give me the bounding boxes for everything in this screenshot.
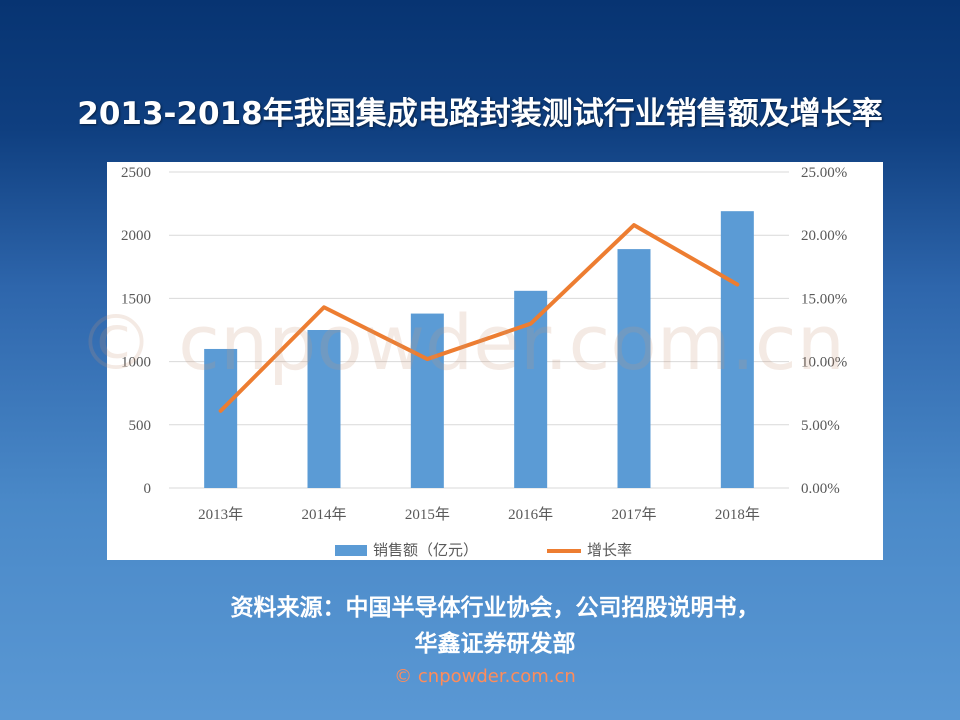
bar: [617, 249, 651, 488]
bar: [514, 290, 548, 488]
x-tick-label: 2016年: [508, 506, 553, 523]
source-note: 资料来源：中国半导体行业协会，公司招股说明书， 华鑫证券研发部: [0, 590, 960, 662]
left-tick-label: 0: [144, 481, 152, 497]
bar: [720, 211, 754, 488]
right-tick-label: 25.00%: [801, 165, 847, 181]
left-tick-label: 2000: [121, 228, 151, 244]
right-tick-label: 15.00%: [801, 291, 847, 307]
right-tick-label: 5.00%: [801, 418, 840, 434]
x-tick-label: 2017年: [611, 506, 656, 523]
growth-rate-line: [218, 223, 740, 413]
left-tick-label: 2500: [121, 165, 151, 181]
legend-label-growth: 增长率: [587, 542, 632, 559]
left-tick-label: 500: [129, 418, 152, 434]
x-tick-label: 2018年: [715, 506, 760, 523]
chart-panel: 0 500 1000 1500 2000 2500 0.00% 5.00% 10.00% 15.0…: [107, 162, 883, 560]
x-tick-label: 2013年: [198, 506, 243, 523]
combo-chart: 0 500 1000 1500 2000 2500 0.00% 5.00% 10.00% 15.0…: [121, 165, 847, 559]
left-tick-label: 1000: [121, 355, 151, 371]
page-title: 2013-2018年我国集成电路封装测试行业销售额及增长率: [77, 96, 883, 132]
watermark-footer: © cnpowder.com.cn: [394, 666, 576, 687]
right-tick-label: 20.00%: [801, 228, 847, 244]
source-line-2: 华鑫证券研发部: [414, 631, 576, 657]
bar: [307, 330, 341, 488]
source-line-1: 资料来源：中国半导体行业协会，公司招股说明书，: [230, 595, 760, 621]
right-tick-label: 0.00%: [801, 481, 840, 497]
bar: [410, 313, 444, 488]
x-tick-label: 2014年: [301, 506, 346, 523]
legend-label-sales: 销售额（亿元）: [373, 542, 478, 559]
bar: [204, 348, 238, 488]
legend-swatch-sales: [335, 545, 367, 556]
x-tick-label: 2015年: [405, 506, 450, 523]
right-tick-label: 10.00%: [801, 355, 847, 371]
left-tick-label: 1500: [121, 291, 151, 307]
